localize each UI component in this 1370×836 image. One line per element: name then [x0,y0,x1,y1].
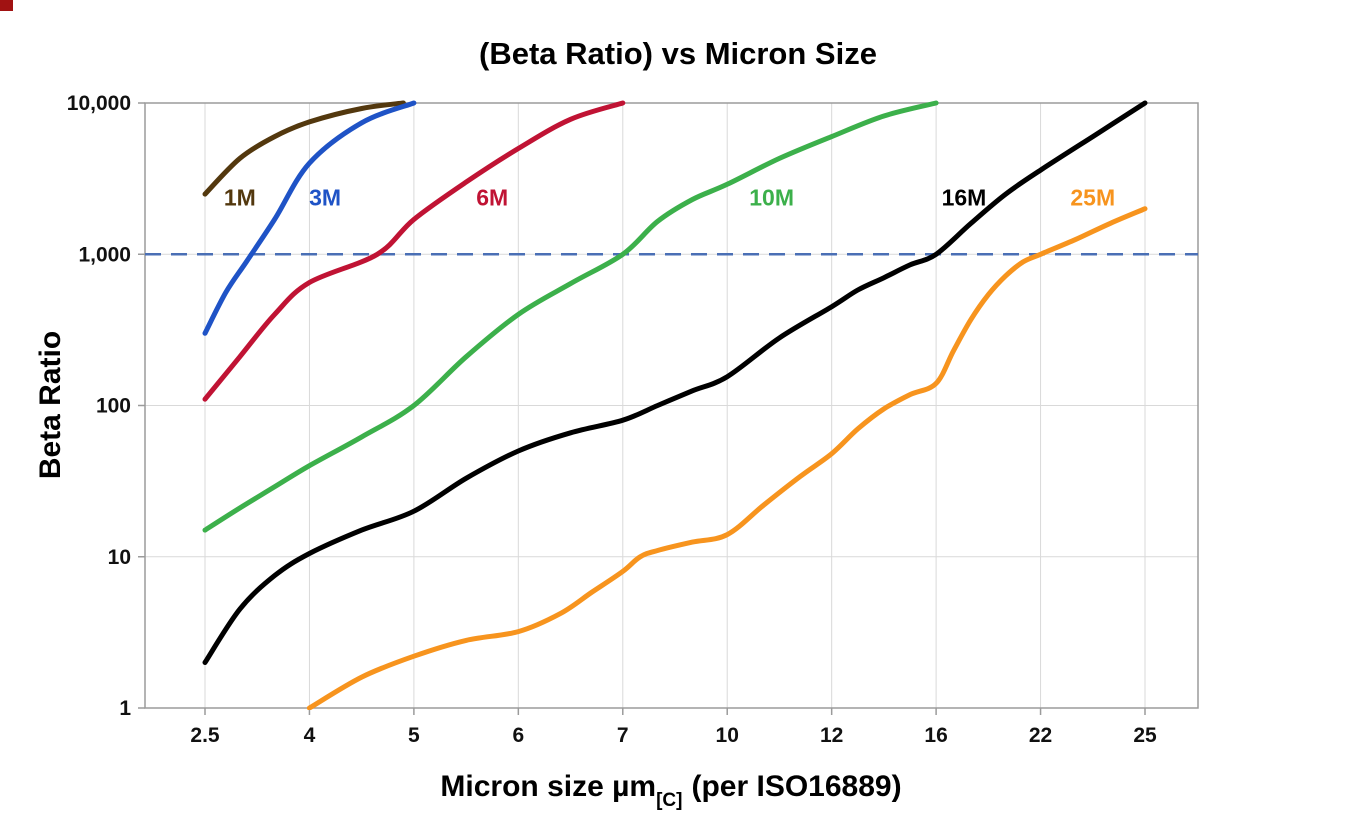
y-axis-label: Beta Ratio [34,331,67,479]
series-curve-1M [202,100,406,197]
series-label-1M: 1M [224,185,256,211]
labels-layer: 1M 3M 6M 10M 16M 25M 2.5 4 5 6 7 10 12 16 22 25 1 10 100 1,… [67,92,1157,747]
x-tick-label: 22 [1029,724,1052,747]
series-label-10M: 10M [749,185,794,211]
x-tick-label: 4 [304,724,316,747]
x-axis-label-main: Micron size µm [440,770,656,803]
y-tick-label: 1,000 [78,243,131,266]
corner-marker [0,0,13,11]
series-curve-25M [306,206,1148,710]
series-label-25M: 25M [1070,185,1115,211]
y-tick-label: 1 [119,697,131,720]
y-tick-label: 100 [96,395,131,418]
series-curve-6M [202,100,626,402]
x-tick-label: 16 [924,724,947,747]
x-tick-label: 6 [512,724,524,747]
x-tick-label: 2.5 [190,724,220,747]
series-label-16M: 16M [942,185,987,211]
x-tick-label: 25 [1133,724,1157,747]
series-curve-10M [202,100,939,533]
x-tick-label: 5 [408,724,420,747]
x-axis-label-subscript: [C] [656,790,682,811]
x-tick-label: 12 [820,724,843,747]
series-label-6M: 6M [476,185,508,211]
y-tick-label: 10,000 [67,92,131,115]
curves-layer [202,100,1148,710]
y-tick-label: 10 [108,546,131,569]
x-axis-label: Micron size µm[C] (per ISO16889) [440,770,901,811]
x-tick-label: 7 [617,724,629,747]
grid-layer [138,102,1199,715]
chart-title: (Beta Ratio) vs Micron Size [479,36,877,71]
series-curve-16M [202,100,1148,665]
series-curve-3M [202,100,417,336]
series-label-3M: 3M [309,185,341,211]
x-tick-label: 10 [716,724,739,747]
x-axis-label-rest: (per ISO16889) [691,770,901,803]
